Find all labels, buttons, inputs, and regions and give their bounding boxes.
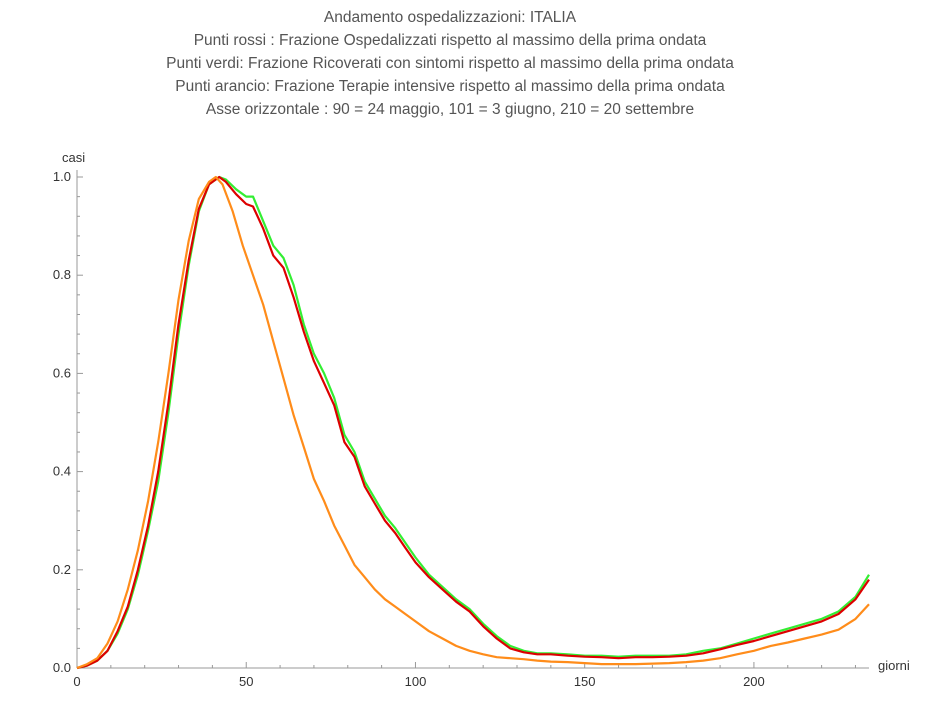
y-tick-label: 0.2: [53, 562, 71, 577]
series-line-1: [76, 175, 870, 670]
y-tick-label: 0.4: [53, 464, 71, 479]
legend-green-description: Punti verdi: Frazione Ricoverati con sin…: [166, 55, 734, 72]
x-tick-label: 200: [743, 674, 765, 689]
x-axis-label: giorni: [878, 658, 910, 673]
axes: [76, 170, 869, 669]
legend-red-description: Punti rossi : Frazione Ospedalizzati ris…: [193, 32, 707, 49]
ticks: 0 50 100 150 200 0.0 0.2 0.4 0.6 0.8 1.0: [53, 169, 856, 689]
x-tick-label: 0: [73, 674, 80, 689]
legend-orange-description: Punti arancio: Frazione Terapie intensiv…: [175, 78, 725, 95]
y-axis-label: casi: [62, 150, 85, 165]
series-line-0: [76, 175, 870, 670]
chart-title-block: Andamento ospedalizzazioni: ITALIA Punti…: [0, 6, 900, 121]
x-tick-label: 150: [574, 674, 596, 689]
y-tick-label: 1.0: [53, 169, 71, 184]
x-axis-description: Asse orizzontale : 90 = 24 maggio, 101 =…: [205, 101, 695, 118]
y-tick-label: 0.8: [53, 267, 71, 282]
y-tick-label: 0.6: [53, 365, 71, 380]
series-line-2: [76, 175, 870, 670]
y-tick-label: 0.0: [53, 660, 71, 675]
x-tick-label: 100: [405, 674, 427, 689]
x-tick-label: 50: [239, 674, 253, 689]
series-group: [76, 175, 870, 670]
chart-title: Andamento ospedalizzazioni: ITALIA: [323, 9, 577, 26]
